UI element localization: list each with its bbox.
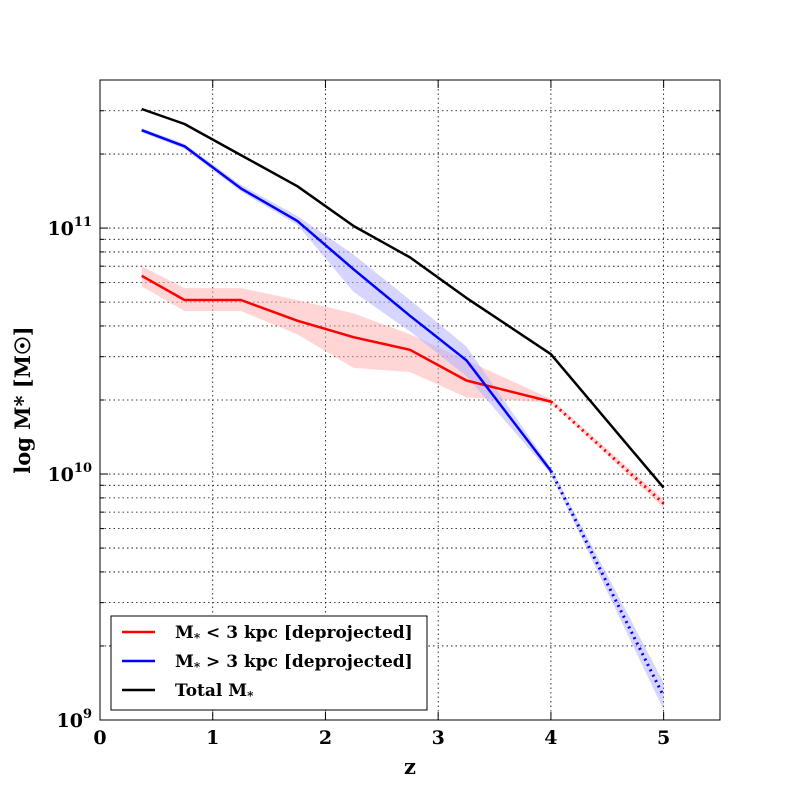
- x-tick-label: 0: [93, 727, 106, 749]
- plot-frame: [99, 79, 721, 721]
- x-axis-label: z: [404, 754, 416, 779]
- series-0-solid-line: [141, 274, 552, 403]
- legend-label-1: M* > 3 kpc [deprojected]: [175, 652, 413, 674]
- series-0-dotted-line: [549, 400, 665, 505]
- y-tick-label: 1011: [47, 215, 92, 240]
- series-lines: [141, 107, 665, 697]
- x-tick-label: 2: [319, 727, 332, 749]
- legend: M* < 3 kpc [deprojected] M* > 3 kpc [depr…: [110, 615, 428, 711]
- x-tick-label: 3: [432, 727, 445, 749]
- y-tick-label: 109: [57, 707, 93, 732]
- plot-background: [100, 80, 720, 720]
- x-tick-label: 1: [206, 727, 219, 749]
- series-1-solid-line: [141, 129, 552, 472]
- legend-box: [110, 615, 428, 711]
- y-axis-label: log M* [M☉]: [10, 326, 35, 473]
- legend-label-2: Total M*: [175, 681, 254, 703]
- legend-label-0: M* < 3 kpc [deprojected]: [175, 623, 413, 645]
- x-tick-label: 5: [657, 727, 670, 749]
- x-tick-label: 4: [544, 727, 557, 749]
- series-1-dotted-band: [550, 467, 664, 710]
- x-tick-labels: 0 1 2 3 4 5: [93, 727, 670, 749]
- y-tick-labels: 109 1010 1011: [47, 215, 92, 732]
- y-tick-label: 1010: [47, 461, 92, 486]
